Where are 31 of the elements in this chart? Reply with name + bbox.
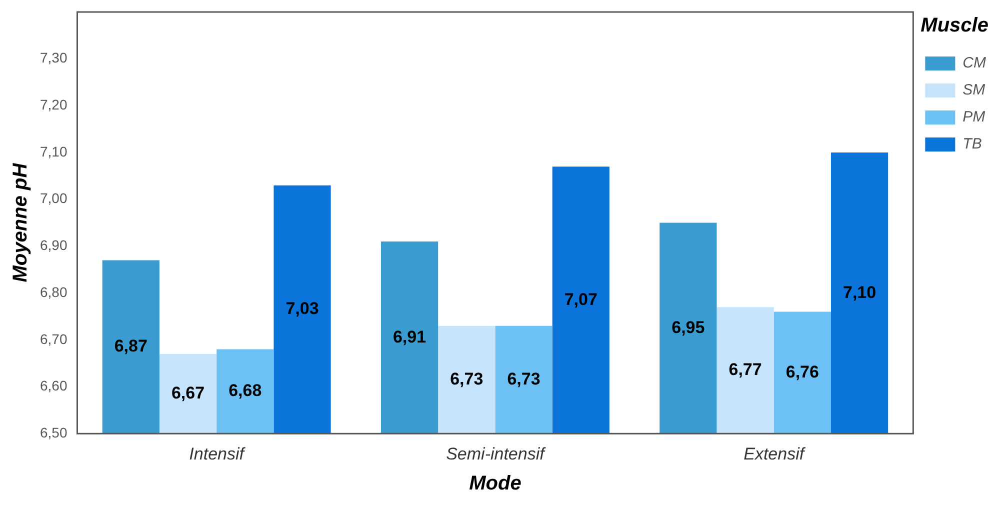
data-label: 6,68 [228,381,262,400]
x-tick-label: Semi-intensif [446,444,547,464]
data-label: 7,10 [842,282,876,302]
data-label: 6,95 [672,318,705,337]
x-tick-label: Extensif [744,444,806,464]
legend-label: TB [962,136,982,153]
y-tick-label: 6,60 [40,378,68,394]
data-label: 6,87 [114,336,148,356]
x-axis-title: Mode [469,472,522,495]
data-label: 6,73 [450,369,484,388]
legend-label: CM [962,54,987,72]
data-label: 6,91 [392,327,426,346]
legend-label: SM [962,82,986,99]
data-label: 6,67 [171,383,205,402]
y-tick-label: 6,70 [40,330,68,347]
data-label: 7,03 [286,299,319,318]
legend-title: Muscle [920,14,988,37]
y-tick-label: 6,90 [40,237,68,254]
y-axis-title: Moyenne pH [10,162,32,282]
x-tick-label: Intensif [189,444,246,464]
y-tick-label: 6,50 [40,424,68,440]
data-label: 6,73 [507,369,540,388]
data-label: 7,07 [564,290,598,309]
data-label: 6,77 [728,360,762,380]
y-tick-label: 7,20 [40,96,68,113]
y-tick-label: 7,30 [40,50,68,66]
data-label: 6,76 [786,362,819,382]
y-tick-label: 6,80 [40,284,68,300]
y-tick-label: 7,00 [40,190,68,206]
legend-label: PM [962,108,986,126]
y-tick-label: 7,10 [40,143,68,160]
